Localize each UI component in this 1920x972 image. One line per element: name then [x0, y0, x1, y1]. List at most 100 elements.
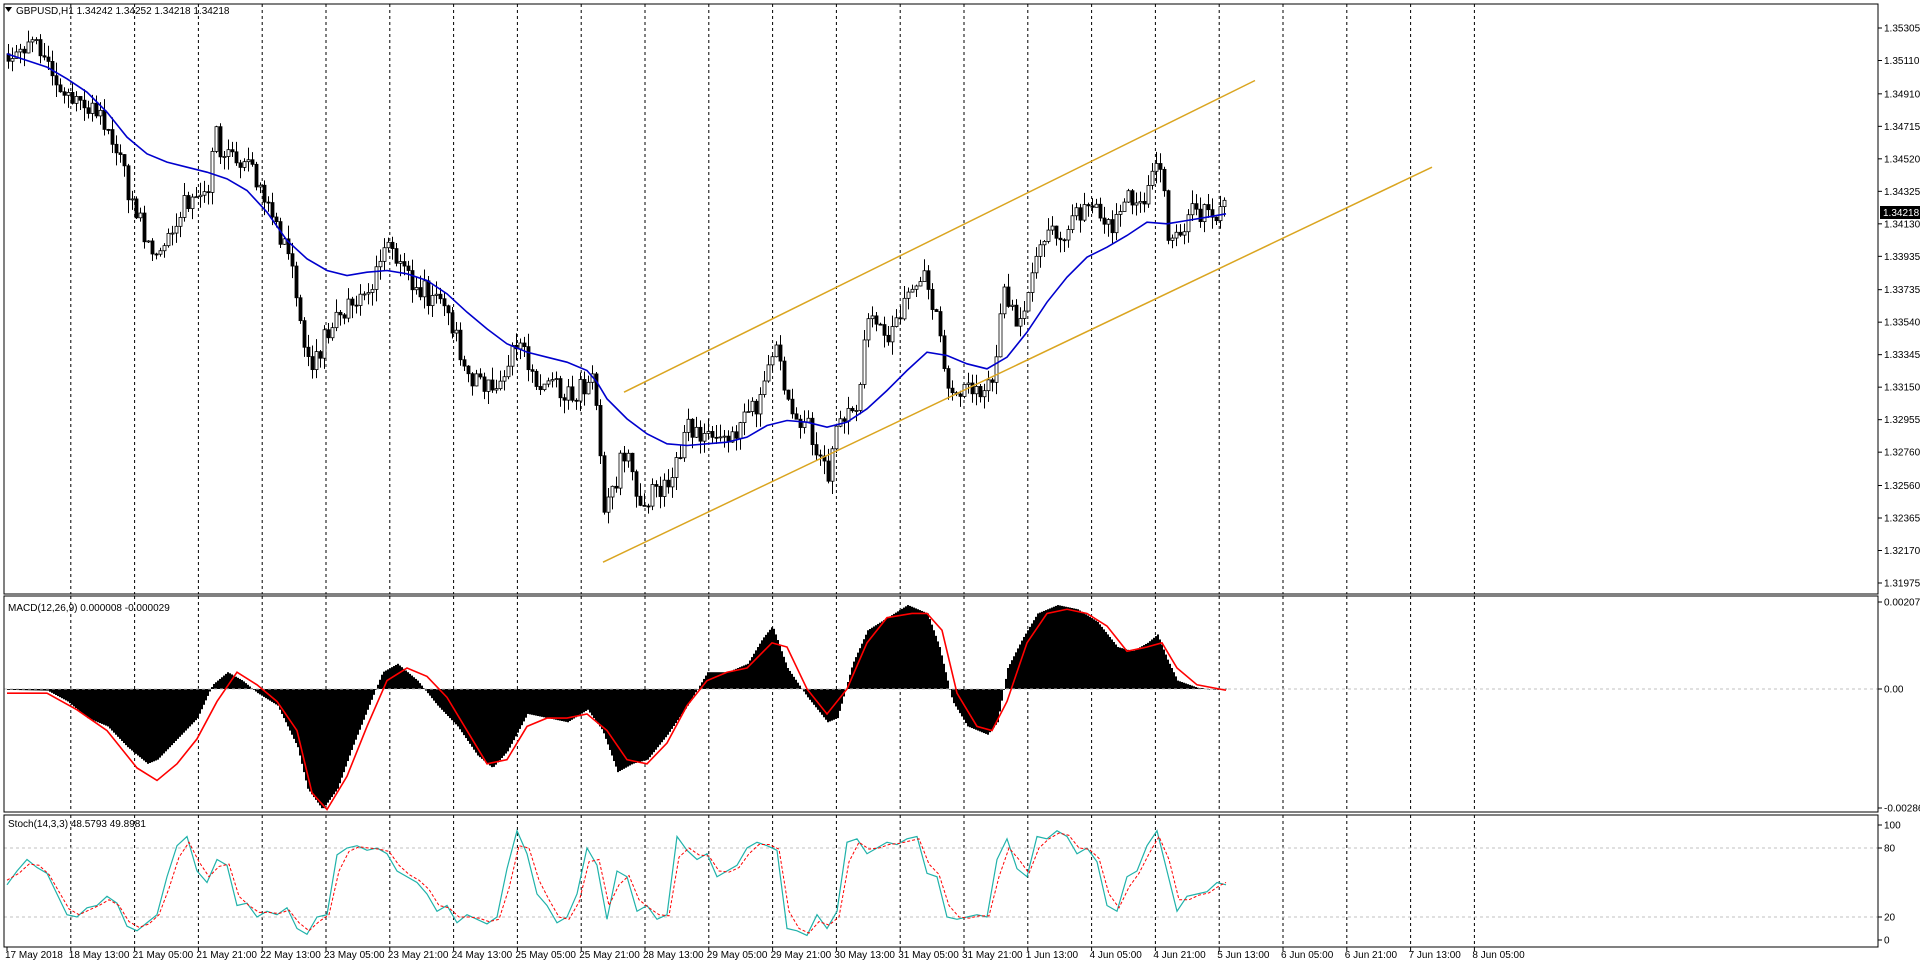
candle-body [674, 457, 679, 478]
macd-histogram-bar [825, 689, 827, 720]
macd-histogram-bar [519, 689, 521, 729]
time-label: 6 Jun 05:00 [1281, 950, 1334, 961]
macd-histogram-bar [139, 689, 141, 758]
macd-histogram-bar [641, 689, 643, 762]
macd-histogram-bar [131, 689, 133, 751]
candle-body [842, 418, 847, 422]
candle-body [770, 356, 775, 366]
candle-body [910, 288, 915, 293]
candle-body [402, 261, 407, 267]
triangle-down-icon[interactable] [5, 7, 12, 12]
macd-histogram-bar [117, 689, 119, 737]
candle-body [1098, 203, 1103, 219]
candle-body [598, 405, 603, 457]
macd-histogram-bar [303, 689, 305, 773]
candle-body [594, 373, 599, 406]
candle-body [926, 270, 931, 290]
macd-histogram-bar [621, 689, 623, 770]
macd-histogram-bar [195, 689, 197, 721]
macd-histogram-bar [1199, 687, 1201, 689]
candle-body [698, 426, 703, 442]
candle-body [1106, 219, 1111, 225]
macd-histogram-bar [523, 689, 525, 722]
candle-body [854, 410, 859, 412]
candle-body [550, 379, 555, 382]
macd-histogram-bar [231, 674, 233, 689]
candle-body [534, 370, 539, 387]
candle-body [1038, 244, 1043, 257]
macd-histogram-bar [827, 689, 829, 723]
macd-histogram-bar [319, 689, 321, 806]
candle-body [978, 386, 983, 398]
macd-histogram-bar [613, 689, 615, 762]
candle-body [166, 232, 171, 247]
price-tick-label: 1.32560 [1884, 481, 1920, 492]
candle-body [830, 448, 835, 482]
macd-histogram-bar [569, 689, 571, 722]
macd-histogram-bar [165, 689, 167, 752]
candle-body [630, 452, 635, 473]
macd-histogram-bar [1149, 641, 1151, 689]
candle-body [178, 217, 183, 227]
channel-lines[interactable] [602, 79, 1433, 563]
macd-histogram-bar [587, 689, 589, 710]
macd-histogram-bar [1013, 656, 1015, 689]
macd-histogram-bar [457, 689, 459, 727]
macd-histogram-bar [955, 689, 957, 707]
price-tick-label: 1.33345 [1884, 350, 1920, 361]
macd-histogram-bar [1101, 626, 1103, 689]
macd-histogram-bar [959, 689, 961, 714]
candle-body [718, 436, 723, 439]
macd-histogram-bar [1023, 636, 1025, 689]
macd-histogram-bar [795, 679, 797, 689]
macd-histogram-bar [575, 689, 577, 718]
macd-histogram-bar [419, 683, 421, 689]
macd-histogram-bar [1019, 644, 1021, 689]
macd-histogram-bar [469, 689, 471, 744]
candle-body [30, 39, 35, 43]
candle-body [894, 317, 899, 327]
candle-body [314, 351, 319, 371]
macd-histogram-bar [1155, 636, 1157, 689]
candle-body [554, 378, 559, 380]
macd-histogram-bar [393, 666, 395, 689]
candle-body [790, 398, 795, 415]
macd-histogram-bar [1065, 606, 1067, 689]
candle-body [1130, 190, 1135, 206]
macd-histogram-bar [643, 689, 645, 761]
candle-body [434, 293, 439, 296]
time-label: 8 Jun 05:00 [1472, 950, 1525, 961]
macd-histogram-bar [193, 689, 195, 723]
candle-body [538, 386, 543, 391]
macd-histogram-bar [507, 689, 509, 752]
macd-histogram-bar [429, 689, 431, 696]
candle-body [154, 253, 159, 256]
time-label: 31 May 05:00 [898, 950, 959, 961]
candle-body [1026, 292, 1031, 312]
candle-body [258, 184, 263, 188]
macd-histogram-bar [759, 643, 761, 689]
time-label: 21 May 21:00 [196, 950, 257, 961]
macd-histogram-bar [619, 689, 621, 772]
macd-histogram-bar [415, 678, 417, 689]
macd-histogram-bar [371, 689, 373, 700]
macd-histogram-bar [947, 680, 949, 689]
candle-body [1078, 207, 1083, 221]
macd-histogram-bar [1055, 605, 1057, 689]
macd-histogram-bar [737, 668, 739, 689]
macd-histogram-bar [1077, 609, 1079, 689]
macd-histogram-bar [585, 689, 587, 712]
candle-body [446, 305, 451, 314]
candle-body [1082, 204, 1087, 221]
macd-histogram-bar [929, 619, 931, 689]
price-tick-label: 1.33540 [1884, 318, 1920, 329]
candle-body [1214, 216, 1219, 222]
candle-body [722, 435, 727, 438]
moving-average [6, 53, 1227, 447]
candle-body [94, 102, 99, 117]
macd-histogram-bar [975, 689, 977, 730]
macd-histogram-bar [183, 689, 185, 733]
macd-pane-header: MACD(12,26,9) 0.000008 -0.000029 [8, 603, 170, 614]
candle-body [878, 323, 883, 326]
